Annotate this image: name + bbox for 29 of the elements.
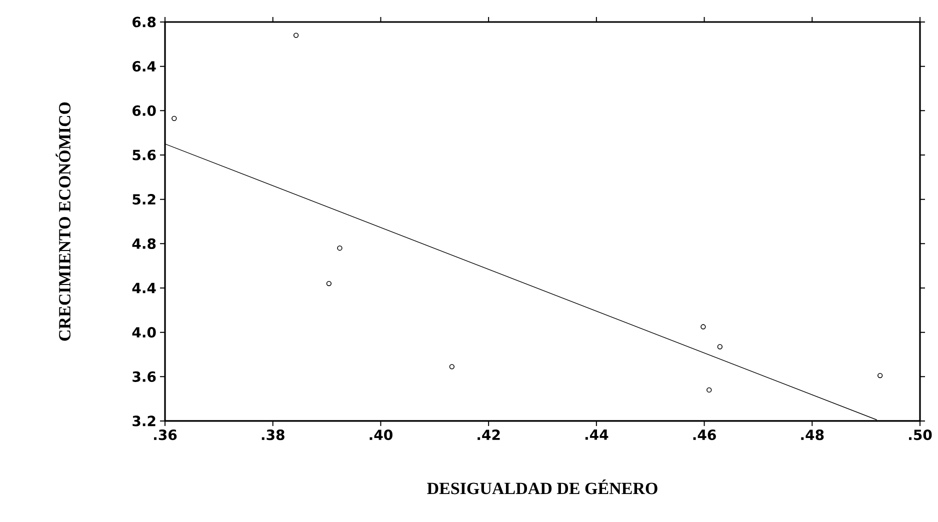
y-tick-label: 4.0: [132, 327, 156, 338]
y-tick-label: 6.0: [132, 105, 156, 116]
point: [877, 372, 883, 378]
point: [706, 387, 712, 393]
point: [449, 364, 454, 370]
point: [293, 32, 299, 38]
y-tick-label: 5.2: [132, 194, 156, 205]
y-tick-label: 6.4: [132, 61, 156, 72]
x-tick-label: .50: [909, 430, 932, 440]
y-axis-title: CRECIMIENTO ECONÓMICO: [56, 102, 70, 341]
y-tick-label: 4.4: [132, 282, 156, 294]
x-tick-label: .44: [585, 430, 608, 440]
point: [337, 245, 342, 251]
y-tick-label: 4.8: [132, 238, 156, 249]
x-tick-label: .46: [693, 430, 716, 440]
x-tick-label: .42: [478, 430, 500, 440]
point: [717, 344, 723, 350]
point: [172, 116, 177, 122]
y-tick-label: 5.6: [132, 150, 156, 160]
point: [700, 324, 706, 330]
x-tick-label: .36: [154, 430, 177, 440]
y-tick-label: 3.2: [132, 416, 156, 426]
point: [326, 280, 332, 286]
x-tick-label: .38: [262, 430, 284, 440]
y-tick-label: 6.8: [132, 16, 156, 28]
y-tick-label: 3.6: [132, 371, 156, 382]
x-tick-label: .48: [801, 430, 824, 440]
x-axis-title: DESIGUALDAD DE GÉNERO: [427, 479, 658, 494]
x-tick-label: .40: [370, 430, 392, 440]
